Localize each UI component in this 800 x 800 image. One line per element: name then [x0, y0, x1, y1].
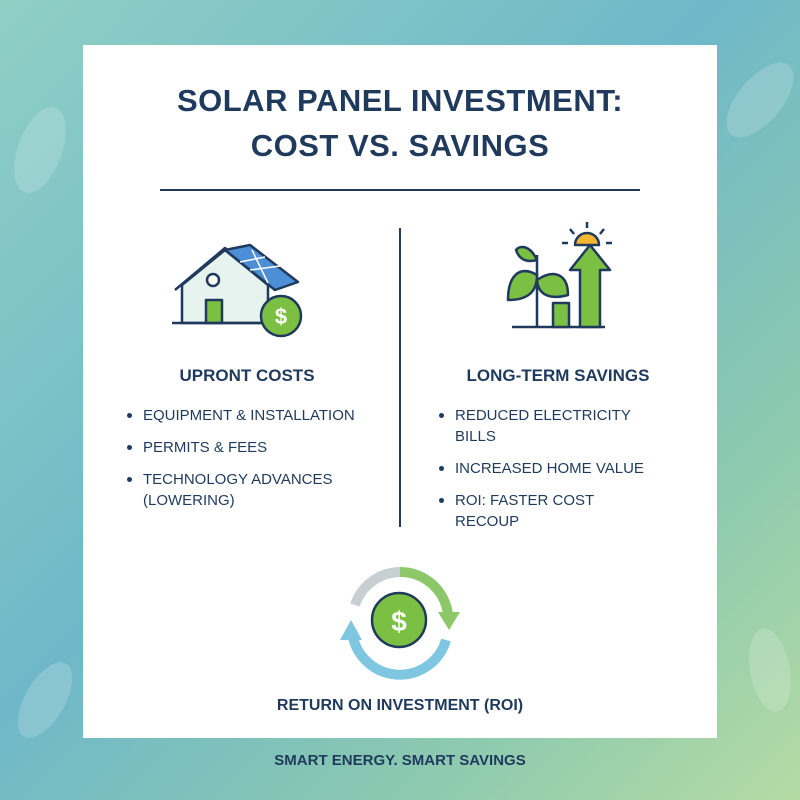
list-item: REDUCED ELECTRICITY BILLS	[439, 405, 654, 447]
footer: SMART ENERGY. SMART SAVINGS	[274, 752, 526, 769]
list-item: ROI: FASTER COST RECOUP	[439, 490, 654, 532]
title-line: SOLAR PANEL INVESTMENT:	[176, 83, 624, 118]
column-heading: UPRONT COSTS	[179, 366, 315, 385]
savings-list: REDUCED ELECTRICITY BILLS INCREASED HOME…	[439, 405, 654, 543]
list-item: TECHNOLOGY ADVANCES (LOWERING)	[127, 469, 377, 511]
title-line: COST VS. SAVINGS	[250, 128, 550, 163]
svg-text:$: $	[391, 606, 407, 637]
cost-list: EQUIPMENT & INSTALLATION PERMITS & FEES …	[127, 405, 377, 522]
column-heading: LONG-TERM SAVINGS	[466, 366, 650, 385]
list-item: EQUIPMENT & INSTALLATION	[127, 405, 377, 426]
svg-text:$: $	[275, 304, 287, 329]
list-item: INCREASED HOME VALUE	[439, 458, 654, 479]
roi-label: RETURN ON INVESTMENT (ROI)	[276, 697, 524, 714]
list-item: PERMITS & FEES	[127, 437, 377, 458]
